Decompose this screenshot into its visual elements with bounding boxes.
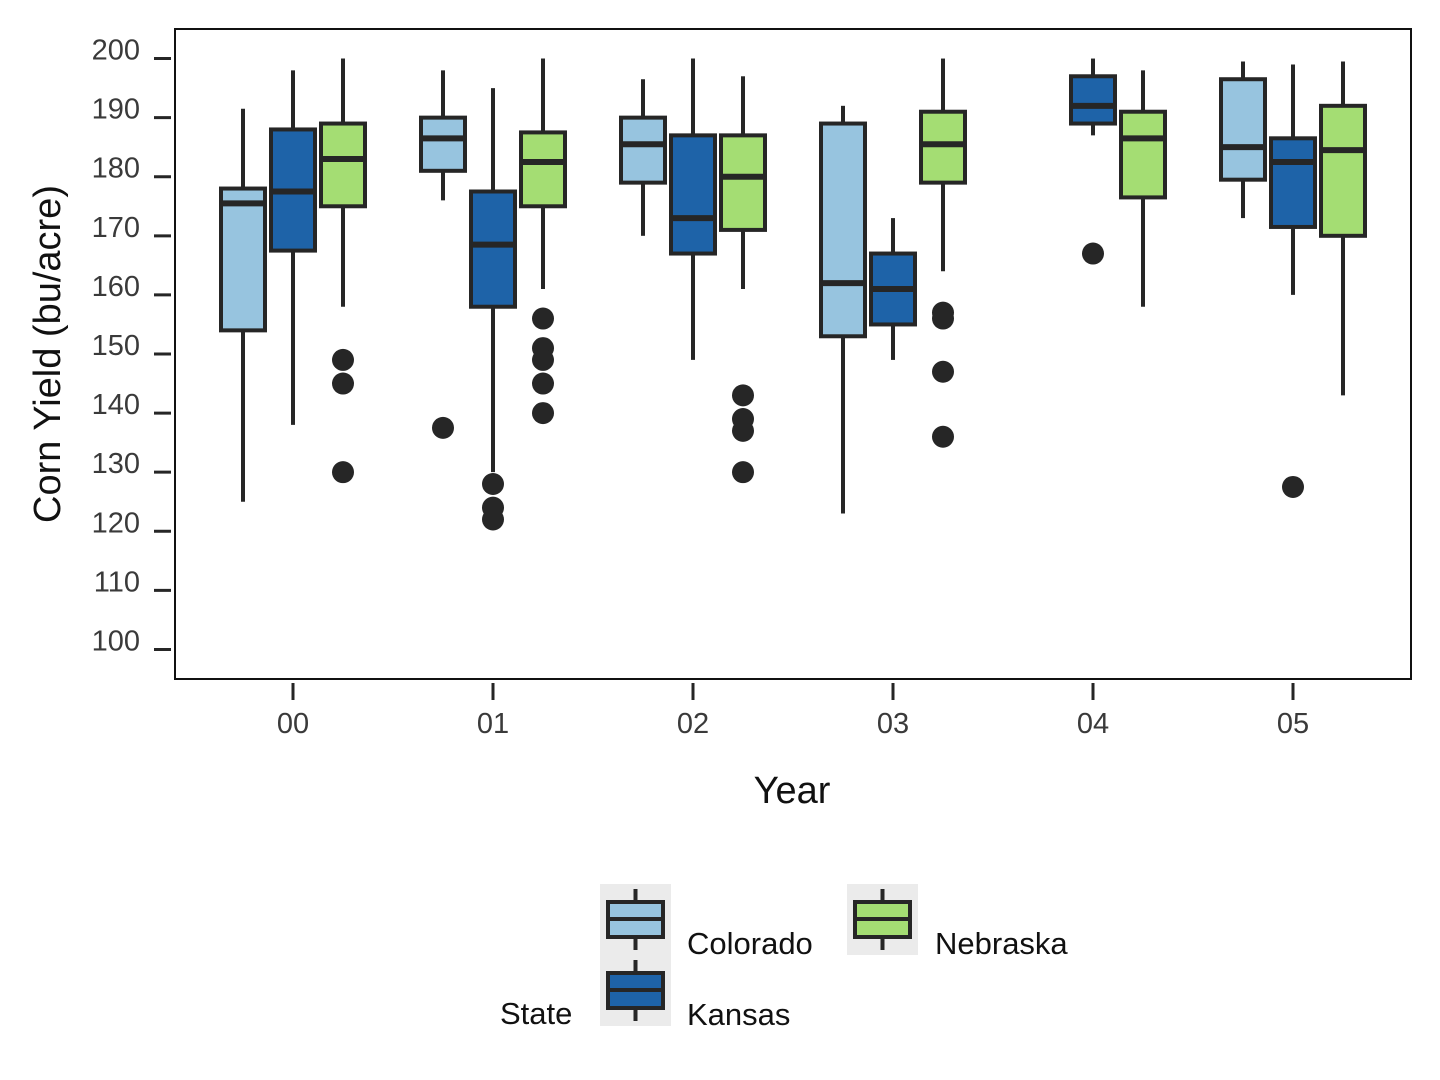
legend-label: Kansas	[687, 997, 790, 1032]
y-tick-label: 200	[92, 35, 140, 67]
x-tick-label: 00	[277, 708, 309, 740]
y-tick-label: 170	[92, 212, 140, 244]
outlier-point	[932, 360, 954, 383]
outlier-point	[482, 508, 504, 531]
outlier-point	[332, 461, 354, 484]
box	[1319, 103, 1367, 238]
outlier-point	[532, 402, 554, 425]
plot-area	[219, 58, 1367, 531]
y-tick-label: 110	[94, 566, 140, 598]
outlier-point	[732, 384, 754, 407]
legend-entry-colorado: Colorado	[600, 884, 813, 961]
box	[719, 133, 767, 232]
outlier-point	[1082, 242, 1104, 265]
box	[219, 186, 267, 333]
outlier-point	[932, 307, 954, 330]
series-nebraska	[319, 58, 1367, 484]
box	[419, 115, 467, 173]
box	[469, 189, 517, 309]
box	[1119, 109, 1167, 200]
y-tick-label: 180	[92, 153, 140, 185]
y-tick-label: 140	[92, 389, 140, 421]
axes: 100 110 120 130 140 150 160 170 180 190 200 00 01 02 0…	[92, 28, 1412, 740]
legend-entry-nebraska: Nebraska	[847, 884, 1068, 961]
box	[819, 121, 867, 339]
box	[669, 133, 717, 256]
legend-label: Nebraska	[935, 926, 1068, 961]
outlier-point	[1282, 475, 1304, 498]
series-colorado	[219, 61, 1267, 514]
y-tick-label: 190	[92, 94, 140, 126]
y-tick-label: 150	[92, 330, 140, 362]
legend-entry-kansas: Kansas	[600, 955, 790, 1032]
plot-frame	[174, 28, 1412, 680]
box	[1269, 136, 1317, 229]
outlier-point	[732, 461, 754, 484]
box	[319, 121, 367, 209]
box	[519, 130, 567, 209]
box	[619, 115, 667, 185]
series-kansas	[269, 58, 1317, 531]
box	[1069, 74, 1117, 126]
y-tick-label: 120	[92, 507, 140, 539]
outlier-point	[332, 348, 354, 371]
x-tick-label: 03	[877, 708, 909, 740]
x-tick-label: 04	[1077, 708, 1109, 740]
y-axis-title: Corn Yield (bu/acre)	[27, 185, 69, 523]
box	[1219, 77, 1267, 182]
y-tick-label: 100	[92, 625, 140, 657]
outlier-point	[732, 419, 754, 442]
outlier-point	[932, 425, 954, 448]
x-axis-title: Year	[754, 770, 831, 812]
y-tick-label: 160	[92, 271, 140, 303]
outlier-point	[532, 372, 554, 395]
outlier-point	[432, 416, 454, 439]
outlier-point	[532, 307, 554, 330]
legend: State Colorado Kansas Nebraska	[500, 884, 1068, 1032]
outlier-point	[482, 473, 504, 495]
x-tick-label: 05	[1277, 708, 1309, 740]
legend-title: State	[500, 996, 572, 1031]
legend-label: Colorado	[687, 926, 813, 961]
x-tick-label: 01	[477, 708, 509, 740]
outlier-point	[332, 372, 354, 395]
outlier-point	[532, 348, 554, 371]
x-tick-label: 02	[677, 708, 709, 740]
y-tick-label: 130	[92, 448, 140, 480]
